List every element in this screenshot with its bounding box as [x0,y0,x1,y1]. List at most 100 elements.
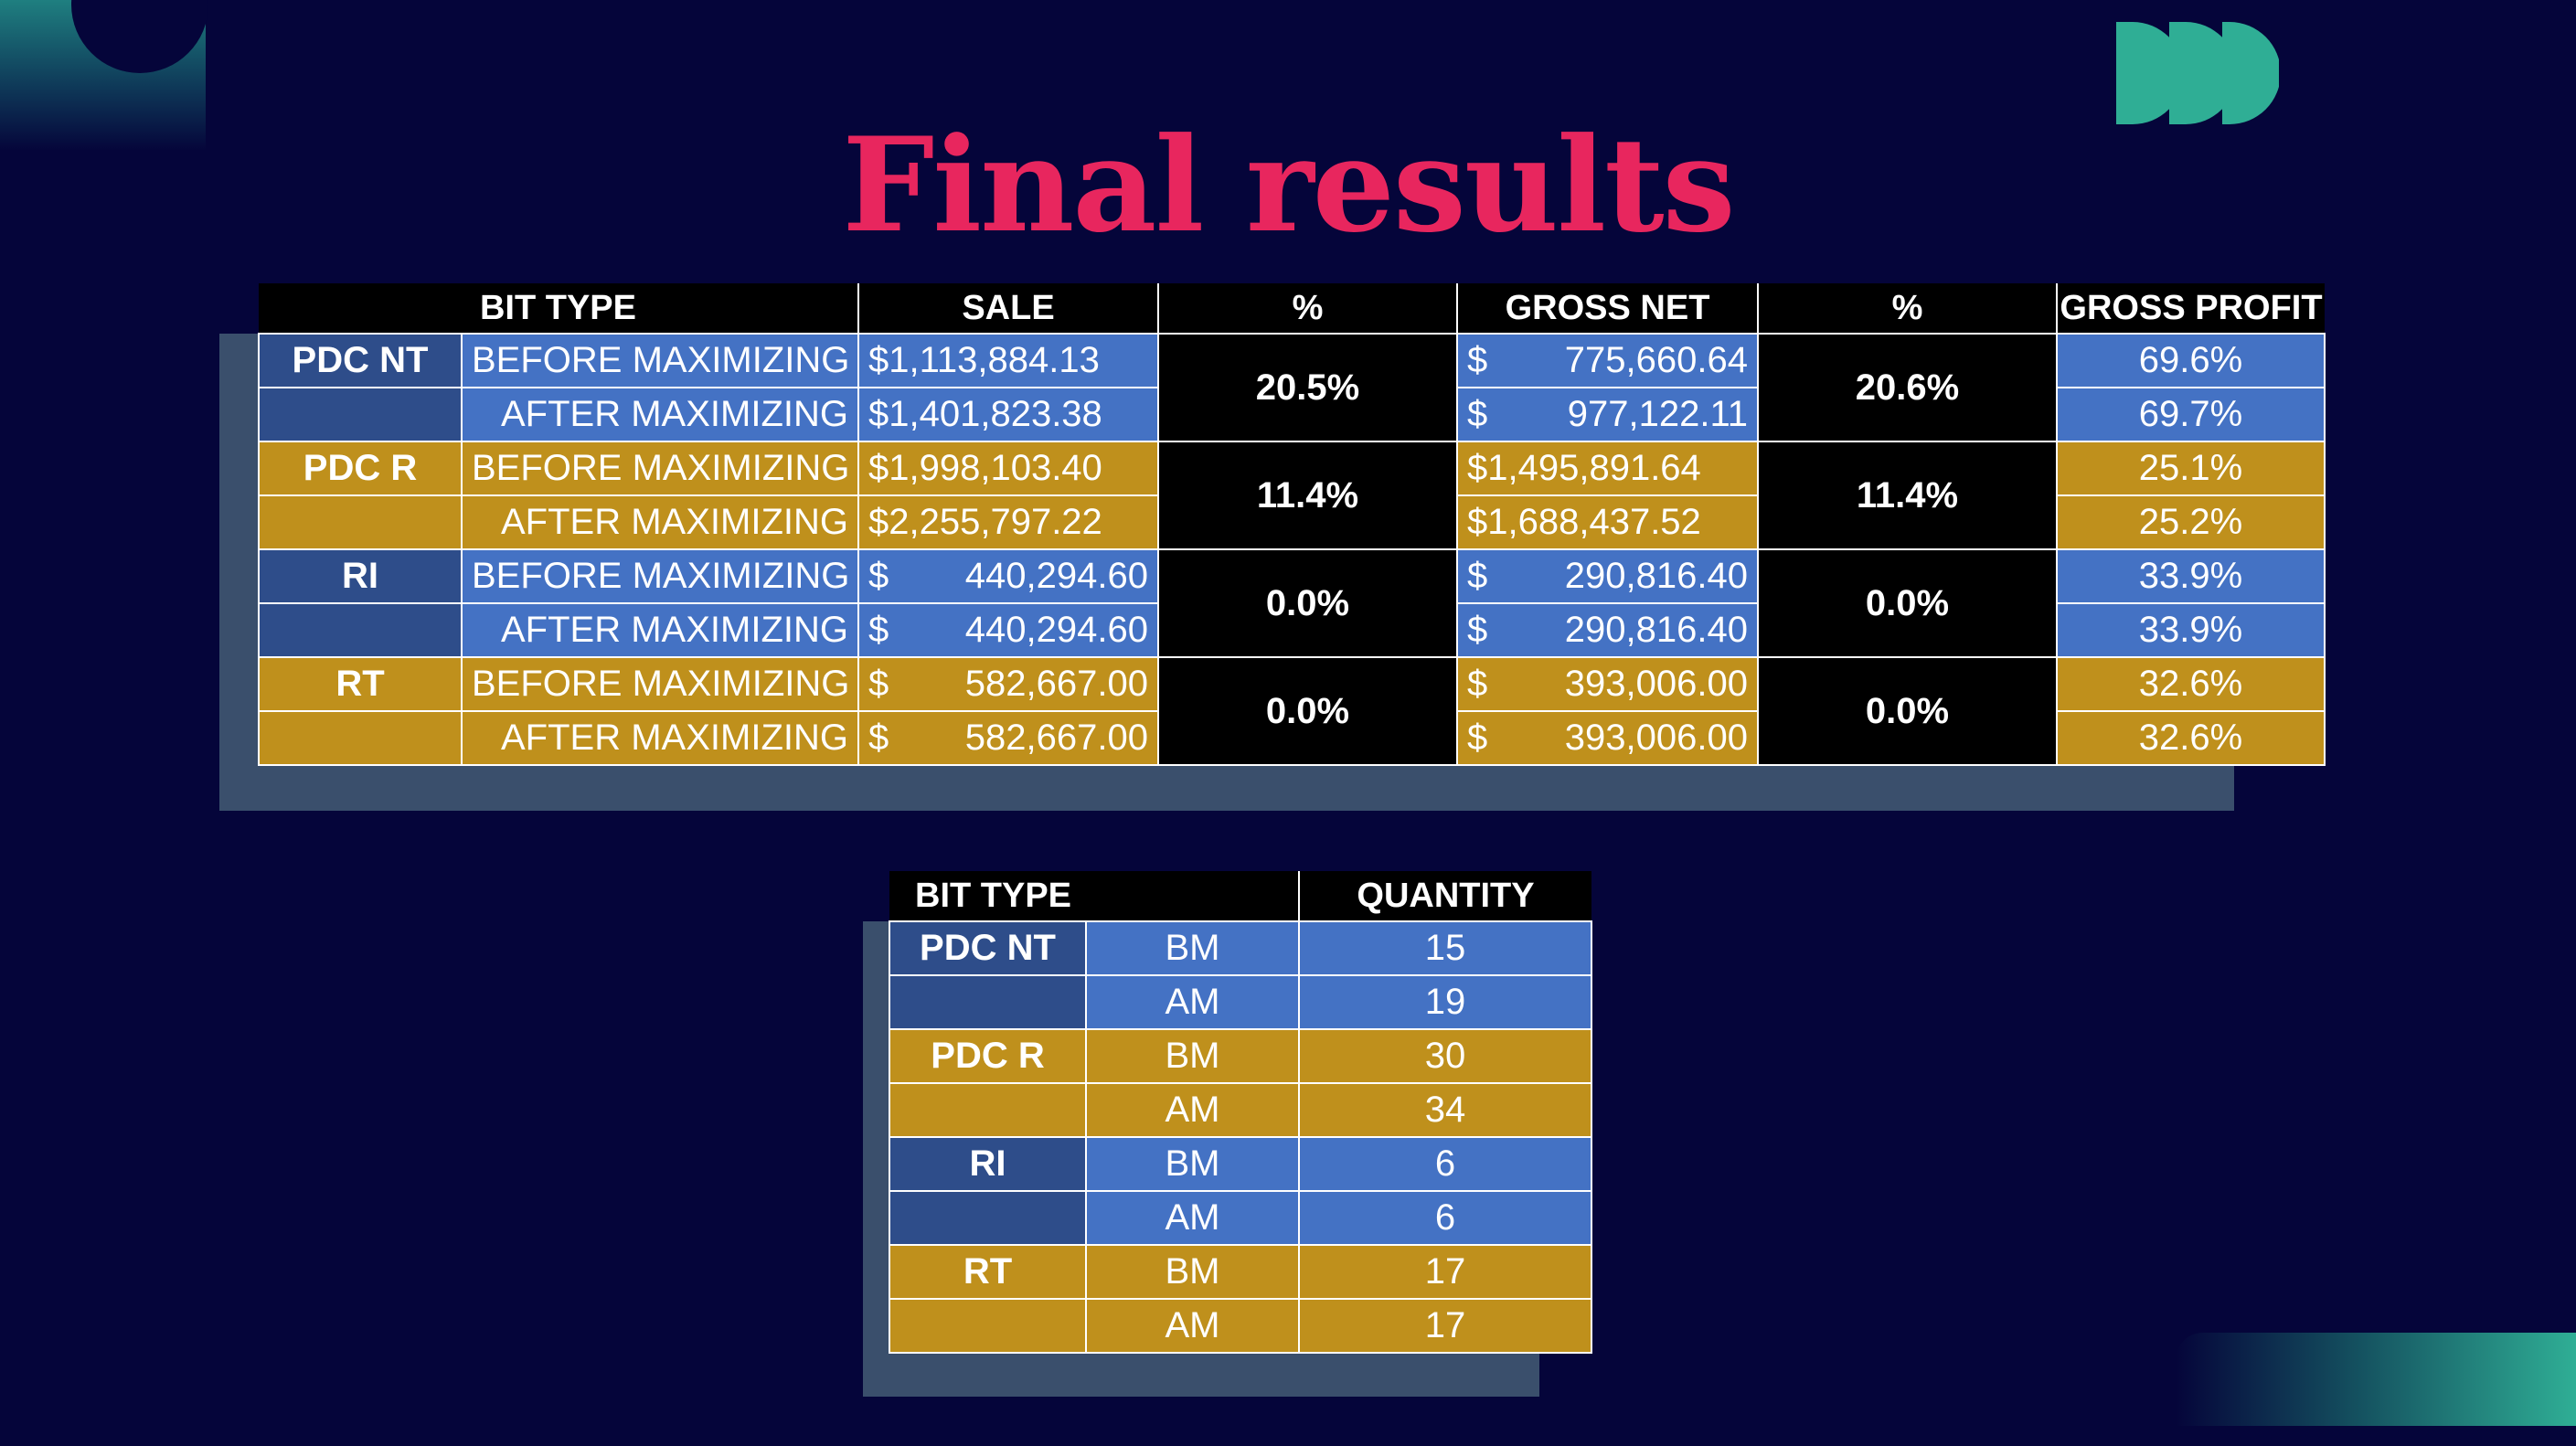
qty-value-cell: 17 [1298,1298,1592,1354]
gross-net-cell: $1,495,891.64 [1456,441,1759,496]
gross-net-cell-value: 290,816.40 [1564,556,1748,596]
triple-half-circle-logo-icon [2116,22,2279,124]
qty-bit-type-cell [889,1082,1087,1138]
qty-phase-cell: AM [1085,1298,1300,1354]
bit-type-cell [258,387,463,442]
bit-type-cell: PDC R [258,441,463,496]
table-row: AFTER MAXIMIZING $2,255,797.22 $1,688,437.… [258,494,2326,550]
header-bit-type: BIT TYPE [259,283,858,334]
qty-value-cell: 15 [1298,920,1592,976]
sale-cell-value: 582,667.00 [964,664,1148,704]
sale-percent-cell: 20.5% [1157,333,1458,442]
qty-row: PDC R BM 30 [889,1028,1592,1084]
qty-bit-type-cell [889,1190,1087,1246]
gross-net-cell-value: 393,006.00 [1564,664,1748,704]
gross-net-cell: $393,006.00 [1456,656,1759,712]
qty-value-cell: 17 [1298,1244,1592,1300]
qty-value-cell: 6 [1298,1190,1592,1246]
gross-net-cell: $1,688,437.52 [1456,494,1759,550]
qty-bit-type-cell: RI [889,1136,1087,1192]
bit-type-cell: PDC NT [258,333,463,388]
qty-value-cell: 30 [1298,1028,1592,1084]
table-row: AFTER MAXIMIZING $440,294.60 $290,816.40 33… [258,602,2326,658]
sale-cell-currency: $ [868,610,889,650]
gross-net-cell: $775,660.64 [1456,333,1759,388]
gross-net-cell: $290,816.40 [1456,548,1759,604]
qty-phase-cell: AM [1085,1082,1300,1138]
net-percent-cell: 0.0% [1757,548,2058,658]
sale-cell: $1,401,823.38 [857,387,1159,442]
table-row: PDC R BEFORE MAXIMIZING $1,998,103.40 11.4%… [258,441,2326,550]
gross-profit-cell: 25.2% [2056,494,2326,550]
sale-cell: $1,998,103.40 [857,441,1159,496]
quantity-table: BIT TYPE QUANTITY PDC NT BM 15 AM 19 PDC R BM 3… [889,871,1592,1354]
gross-net-cell-currency: $ [1467,394,1488,434]
gross-net-cell: $977,122.11 [1456,387,1759,442]
qty-row: AM 17 [889,1298,1592,1354]
gross-net-cell-currency: $ [1467,718,1488,758]
table-row: RI BEFORE MAXIMIZING $440,294.60 0.0% $290,8… [258,548,2326,658]
table-row: AFTER MAXIMIZING $1,401,823.38 $977,122.11… [258,387,2326,442]
header-sale: SALE [857,283,1158,334]
net-percent-cell: 11.4% [1757,441,2058,550]
header-row: BIT TYPE SALE % GROSS NET % GROSS PROFIT [259,283,2325,334]
phase-cell: AFTER MAXIMIZING [461,494,859,550]
gross-profit-cell: 32.6% [2056,656,2326,712]
gross-profit-cell: 69.6% [2056,333,2326,388]
table-row: PDC NT BEFORE MAXIMIZING $1,113,884.13 20.5… [258,333,2326,442]
sale-cell-value: $1,998,103.40 [868,448,1102,488]
corner-decoration-bottom-right [2176,1333,2576,1426]
header-sale-percent: % [1157,283,1457,334]
gross-net-cell-value: 393,006.00 [1564,718,1748,758]
sale-cell-value: $1,113,884.13 [868,340,1100,380]
sale-cell-currency: $ [868,556,889,596]
qty-header-row: BIT TYPE QUANTITY [889,871,1591,921]
qty-row: AM 6 [889,1190,1592,1246]
sale-cell-value: 440,294.60 [964,610,1148,650]
results-table: BIT TYPE SALE % GROSS NET % GROSS PROFIT… [258,283,2326,766]
sale-cell-value: $1,401,823.38 [868,394,1102,434]
table-row: RT BEFORE MAXIMIZING $582,667.00 0.0% $393,0… [258,656,2326,766]
sale-cell: $582,667.00 [857,656,1159,712]
table-row: AFTER MAXIMIZING $582,667.00 $393,006.00 32… [258,710,2326,766]
gross-profit-cell: 32.6% [2056,710,2326,766]
gross-profit-cell: 69.7% [2056,387,2326,442]
qty-phase-cell: BM [1085,920,1300,976]
phase-cell: BEFORE MAXIMIZING [461,441,859,496]
bit-type-cell [258,602,463,658]
sale-cell: $440,294.60 [857,602,1159,658]
gross-net-cell-currency: $ [1467,664,1488,704]
qty-phase-cell: BM [1085,1244,1300,1300]
sale-cell-value: 582,667.00 [964,718,1148,758]
qty-bit-type-cell [889,1298,1087,1354]
sale-cell: $2,255,797.22 [857,494,1159,550]
qty-row: PDC NT BM 15 [889,920,1592,976]
gross-net-cell-value: 775,660.64 [1564,340,1748,380]
gross-net-cell: $393,006.00 [1456,710,1759,766]
header-gross-net: GROSS NET [1456,283,1758,334]
net-percent-cell: 20.6% [1757,333,2058,442]
qty-phase-cell: BM [1085,1028,1300,1084]
sale-percent-cell: 11.4% [1157,441,1458,550]
header-net-percent: % [1757,283,2057,334]
sale-cell-currency: $ [868,664,889,704]
corner-cutout [71,0,208,73]
qty-row: AM 19 [889,974,1592,1030]
qty-header-bit-type: BIT TYPE [889,871,1299,921]
qty-bit-type-cell [889,974,1087,1030]
gross-net-cell-value: 977,122.11 [1567,394,1748,434]
sale-cell-value: $2,255,797.22 [868,502,1102,542]
sale-cell: $1,113,884.13 [857,333,1159,388]
gross-net-cell-currency: $ [1467,556,1488,596]
qty-row: AM 34 [889,1082,1592,1138]
gross-net-cell: $290,816.40 [1456,602,1759,658]
gross-net-cell-value: 290,816.40 [1564,610,1748,650]
qty-value-cell: 19 [1298,974,1592,1030]
qty-row: RT BM 17 [889,1244,1592,1300]
phase-cell: AFTER MAXIMIZING [461,602,859,658]
gross-profit-cell: 33.9% [2056,602,2326,658]
gross-net-cell-currency: $ [1467,340,1488,380]
phase-cell: BEFORE MAXIMIZING [461,333,859,388]
header-gross-profit: GROSS PROFIT [2056,283,2325,334]
sale-cell: $582,667.00 [857,710,1159,766]
